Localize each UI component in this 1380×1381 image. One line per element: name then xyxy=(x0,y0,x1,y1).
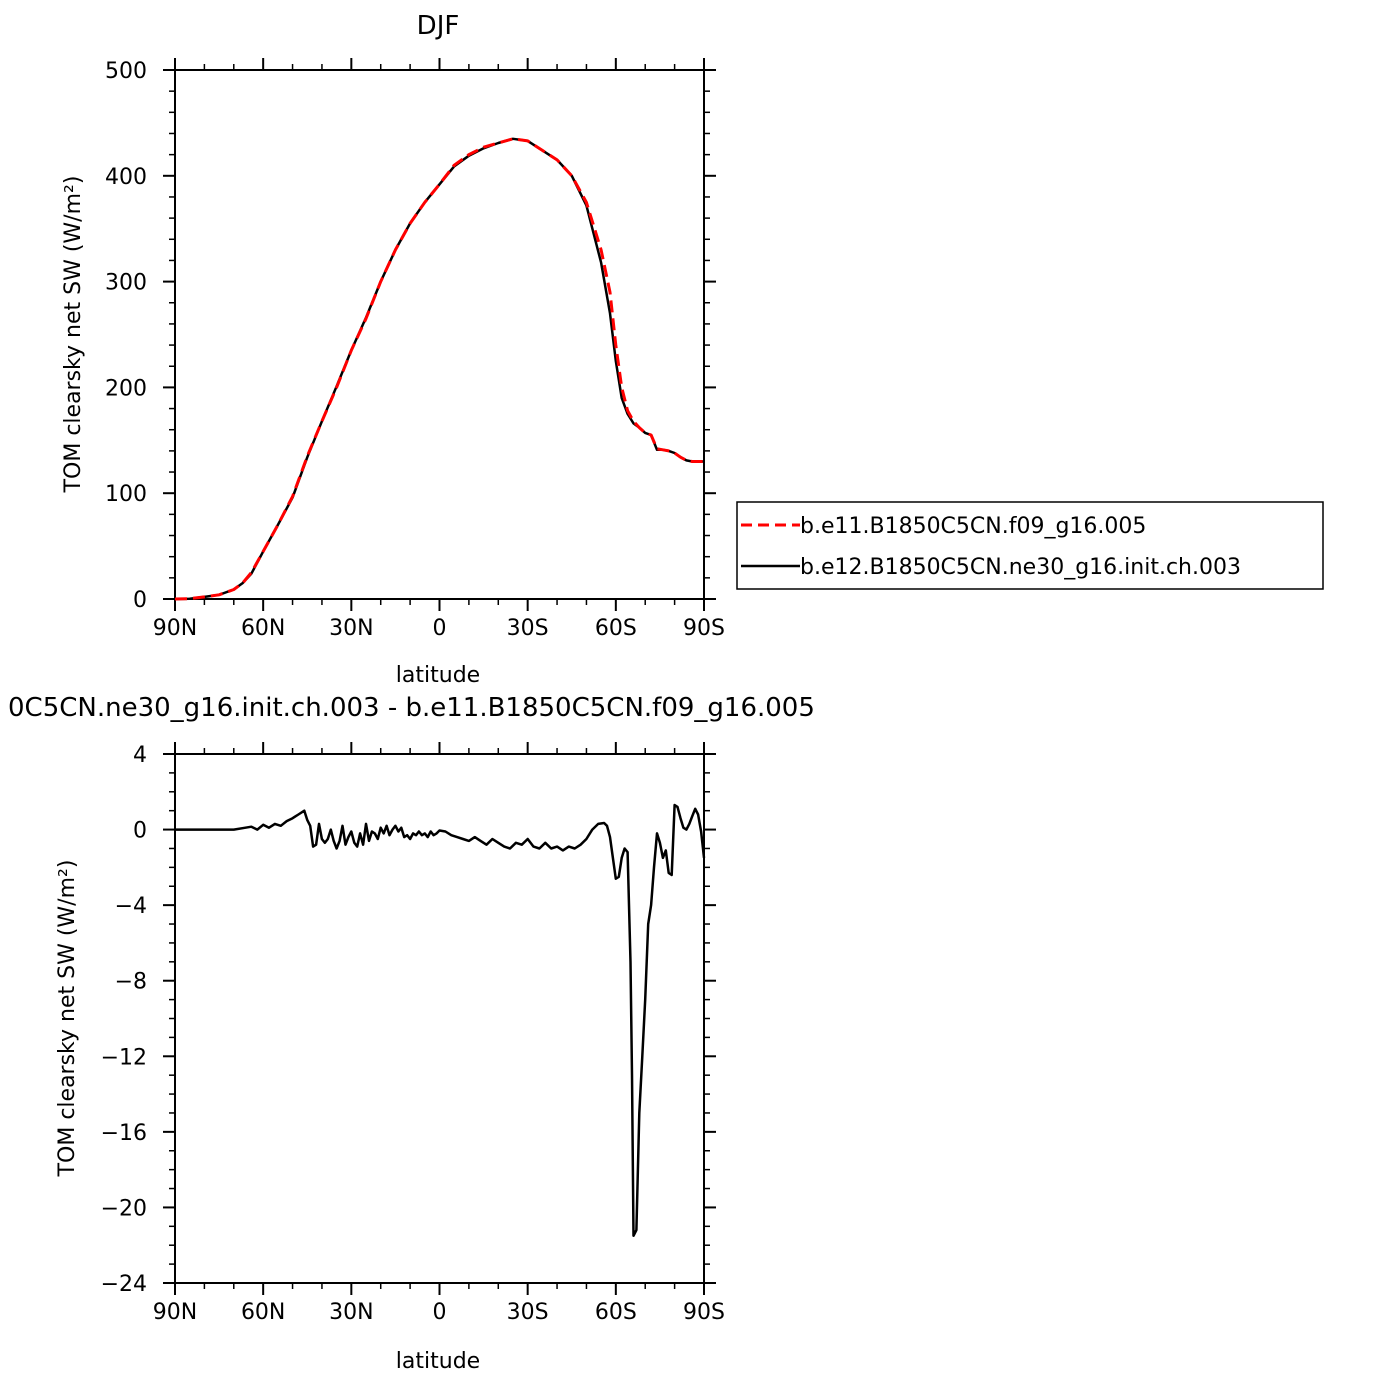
legend-entry-2: b.e12.B1850C5CN.ne30_g16.init.ch.003 xyxy=(800,555,1241,580)
y-tick-label: 400 xyxy=(105,165,147,190)
x-tick-label: 30N xyxy=(329,616,373,641)
x-tick-label: 60N xyxy=(241,616,285,641)
axis-ticks: 90N 60N 30N 0 30S 60S 90S −24 −20 −16 −12 −8 −4 0 4 xyxy=(101,742,725,1325)
x-axis-label: latitude xyxy=(396,663,480,688)
chart-title: 0C5CN.ne30_g16.init.ch.003 - b.e11.B1850… xyxy=(8,693,815,723)
y-tick-label: 100 xyxy=(105,482,147,507)
x-tick-label: 90N xyxy=(153,616,197,641)
series-lines xyxy=(175,803,706,1238)
y-tick-label: −4 xyxy=(115,894,147,919)
y-tick-label: 4 xyxy=(133,743,147,768)
x-tick-label: 90S xyxy=(683,1300,725,1325)
chart-title: DJF xyxy=(417,11,460,41)
y-tick-label: −8 xyxy=(115,970,147,995)
y-tick-label: 0 xyxy=(133,588,147,613)
x-tick-label: 60S xyxy=(595,616,637,641)
x-tick-label: 0 xyxy=(433,616,447,641)
y-tick-label: −20 xyxy=(101,1196,147,1221)
plot-frame xyxy=(174,753,705,1284)
y-tick-label: 300 xyxy=(105,271,147,296)
x-tick-label: 30N xyxy=(329,1300,373,1325)
y-tick-label: 0 xyxy=(133,819,147,844)
plot-area xyxy=(174,69,705,600)
plot-area xyxy=(174,753,705,1284)
x-tick-label: 60N xyxy=(241,1300,285,1325)
chart-panel-bottom: 0C5CN.ne30_g16.init.ch.003 - b.e11.B1850… xyxy=(8,693,815,1374)
y-tick-label: −12 xyxy=(101,1045,147,1070)
y-tick-label: 200 xyxy=(105,376,147,401)
x-tick-label: 90N xyxy=(153,1300,197,1325)
legend-entry-1: b.e11.B1850C5CN.f09_g16.005 xyxy=(800,514,1146,539)
y-tick-label: −24 xyxy=(101,1272,147,1297)
y-axis-label: TOM clearsky net SW (W/m²) xyxy=(55,860,80,1178)
y-tick-label: −16 xyxy=(101,1121,147,1146)
x-tick-label: 30S xyxy=(507,1300,549,1325)
x-tick-label: 0 xyxy=(433,1300,447,1325)
y-tick-label: 500 xyxy=(105,59,147,84)
y-axis-label: TOM clearsky net SW (W/m²) xyxy=(61,176,86,494)
x-tick-label: 60S xyxy=(595,1300,637,1325)
legend: b.e11.B1850C5CN.f09_g16.005 b.e12.B1850C… xyxy=(736,501,1324,590)
series-line-2 xyxy=(174,137,704,601)
x-tick-label: 30S xyxy=(507,616,549,641)
axis-ticks: 90N 60N 30N 0 30S 60S 90S 0 100 200 300 400 500 xyxy=(105,58,725,641)
chart-panel-top: DJF 90N 60N 30N 0 30S 60S 90S0100200300400500 … xyxy=(61,11,1324,688)
x-axis-label: latitude xyxy=(396,1349,480,1374)
series-lines xyxy=(174,137,704,601)
series-line-1 xyxy=(175,803,706,1238)
x-tick-label: 90S xyxy=(683,616,725,641)
series-line-1 xyxy=(174,137,704,601)
plot-frame xyxy=(174,69,705,600)
legend-box xyxy=(736,501,1324,590)
